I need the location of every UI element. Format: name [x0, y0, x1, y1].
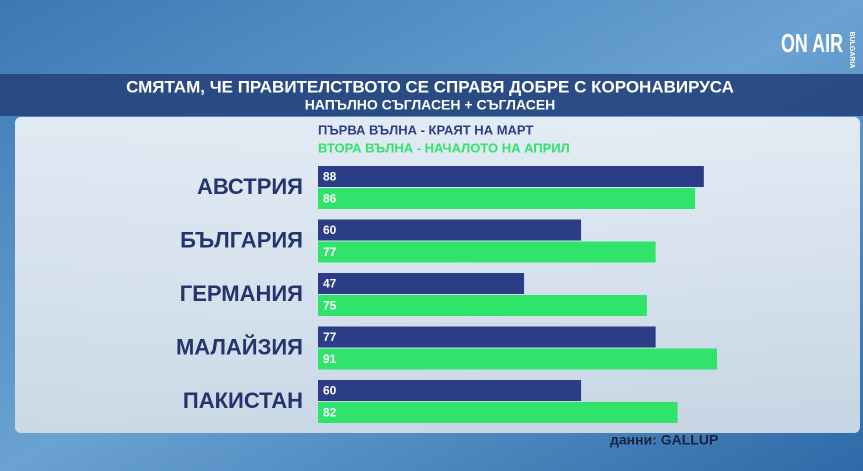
value-label: 60 — [323, 384, 337, 398]
logo: ON AIR — [781, 28, 843, 58]
value-label: 82 — [323, 406, 337, 420]
bar — [318, 188, 696, 209]
category-label: АВСТРИЯ — [197, 174, 303, 199]
value-label: 86 — [323, 192, 337, 206]
legend-label: ВТОРА ВЪЛНА - НАЧАЛОТО НА АПРИЛ — [318, 140, 570, 155]
category-label: БЪЛГАРИЯ — [180, 227, 303, 252]
bar — [318, 326, 656, 348]
value-label: 91 — [323, 352, 337, 366]
bar — [318, 295, 647, 316]
chart-subtitle: НАПЪЛНО СЪГЛАСЕН + СЪГЛАСЕН — [305, 97, 556, 113]
category-label: ПАКИСТАН — [183, 388, 303, 413]
value-label: 88 — [323, 170, 337, 184]
value-label: 75 — [323, 299, 337, 313]
value-label: 60 — [323, 223, 337, 237]
legend-label: ПЪРВА ВЪЛНА - КРАЯТ НА МАРТ — [318, 122, 533, 137]
bar — [318, 402, 678, 423]
title-band — [0, 74, 863, 116]
bar — [318, 273, 525, 294]
category-label: ГЕРМАНИЯ — [180, 281, 303, 306]
category-label: МАЛАЙЗИЯ — [176, 334, 303, 359]
bar — [318, 241, 656, 263]
chart-title: СМЯТАМ, ЧЕ ПРАВИТЕЛСТВОТО СЕ СПРАВЯ ДОБР… — [126, 77, 734, 96]
value-label: 47 — [323, 277, 337, 291]
value-label: 77 — [323, 330, 337, 344]
logo-sub: BULGARIA — [848, 32, 855, 69]
value-label: 77 — [323, 245, 337, 259]
source: данни: GALLUP — [610, 432, 718, 448]
bar — [318, 348, 717, 370]
bar — [318, 380, 582, 401]
bar — [318, 166, 704, 187]
bar — [318, 219, 582, 241]
